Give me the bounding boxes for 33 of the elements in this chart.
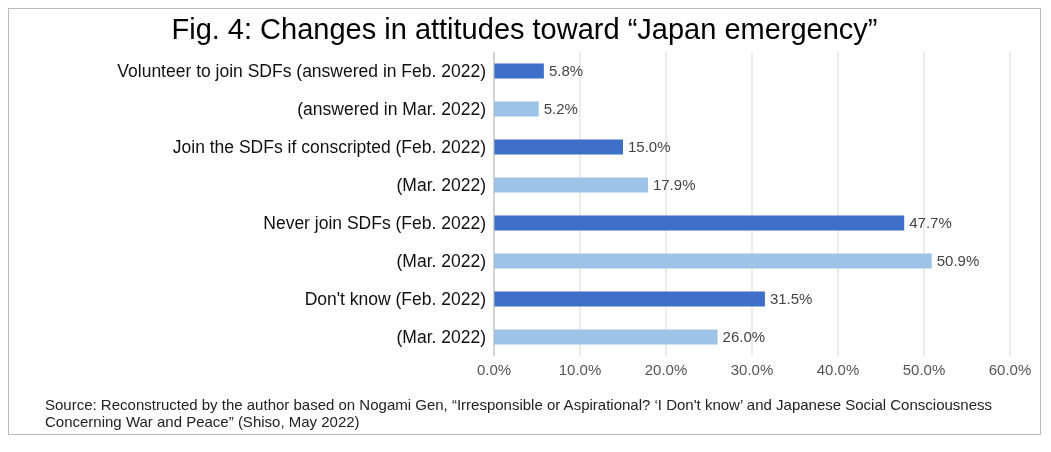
bar [494, 177, 648, 193]
data-label: 31.5% [769, 290, 813, 308]
bar [494, 329, 718, 345]
bar [494, 139, 623, 155]
bar [494, 291, 765, 307]
y-tick-label: Never join SDFs (Feb. 2022) [263, 213, 486, 234]
y-tick-label: (Mar. 2022) [396, 251, 486, 272]
x-tick-label: 0.0% [476, 360, 512, 378]
x-tick-label: 20.0% [644, 360, 688, 378]
y-tick-label: Volunteer to join SDFs (answered in Feb. 2022) [117, 61, 486, 82]
data-label: 15.0% [628, 138, 671, 156]
y-tick-label: (Mar. 2022) [396, 175, 486, 196]
x-tick-label: 50.0% [902, 360, 946, 378]
bar [494, 101, 539, 117]
y-tick-label: (answered in Mar. 2022) [297, 99, 486, 120]
data-label: 5.2% [543, 100, 578, 118]
x-tick-label: 40.0% [816, 360, 860, 378]
source-note: Source: Reconstructed by the author based on Nogami Gen, “Irresponsible or Aspirational? ‘I Don't know’ and Japanese Social Consciousness Concerning War and Peace” (Shiso, May 2022) [45, 396, 993, 430]
data-label: 17.9% [652, 176, 696, 194]
data-label: 26.0% [722, 328, 766, 346]
x-tick-label: 30.0% [730, 360, 774, 378]
bar [494, 215, 905, 231]
y-tick-label: Don't know (Feb. 2022) [304, 289, 486, 310]
bar [494, 63, 544, 79]
data-label: 5.8% [548, 62, 584, 80]
x-tick-label: 10.0% [558, 360, 602, 378]
y-tick-label: Join the SDFs if conscripted (Feb. 2022) [172, 137, 486, 158]
data-label: 50.9% [936, 252, 980, 270]
data-label: 47.7% [909, 214, 952, 232]
y-tick-label: (Mar. 2022) [396, 327, 486, 348]
x-tick-label: 60.0% [988, 360, 1032, 378]
chart-title: Fig. 4: Changes in attitudes toward “Japan emergency” [170, 13, 879, 46]
bar [494, 253, 932, 269]
